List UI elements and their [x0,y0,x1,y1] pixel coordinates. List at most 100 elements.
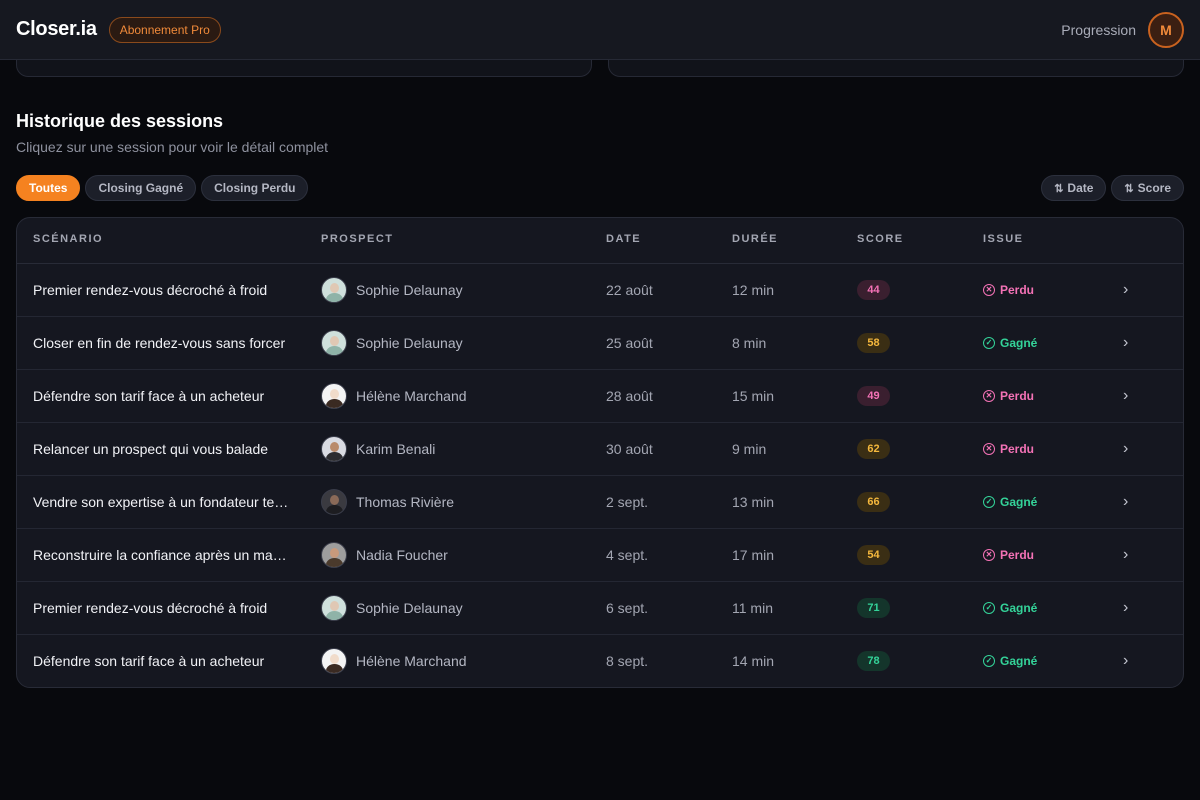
issue-cell: ✓ Gagné [983,317,1037,369]
table-row[interactable]: Closer en fin de rendez-vous sans forcer… [17,317,1183,370]
score-badge: 78 [857,651,890,671]
table-row[interactable]: Relancer un prospect qui vous balade Kar… [17,423,1183,476]
scenario-cell: Reconstruire la confiance après un ma… [33,547,287,563]
prospect-cell: Hélène Marchand [321,370,467,422]
sort-date-button[interactable]: ⇅ Date [1041,175,1107,201]
issue-cell: ✓ Gagné [983,582,1037,634]
issue-cell: ✕ Perdu [983,529,1034,581]
table-body: Premier rendez-vous décroché à froid Sop… [17,264,1183,687]
filter-chips: Toutes Closing Gagné Closing Perdu [16,175,309,201]
check-circle-icon: ✓ [983,496,995,508]
issue-badge: ✓ Gagné [983,495,1037,509]
prospect-avatar [321,436,347,462]
prospect-name: Hélène Marchand [356,388,467,404]
check-circle-icon: ✓ [983,602,995,614]
score-cell: 44 [857,264,890,316]
duration-cell: 9 min [732,441,767,457]
issue-cell: ✓ Gagné [983,476,1037,528]
chevron-right-icon[interactable]: › [1123,387,1129,404]
prospect-avatar [321,542,347,568]
prospect-avatar [321,648,347,674]
sort-score-label: Score [1137,181,1171,195]
table-row[interactable]: Vendre son expertise à un fondateur te… … [17,476,1183,529]
prospect-name: Karim Benali [356,441,436,457]
col-header-issue: ISSUE [983,233,1024,245]
score-badge: 58 [857,333,890,353]
issue-cell: ✓ Gagné [983,635,1037,687]
prospect-name: Sophie Delaunay [356,282,463,298]
issue-cell: ✕ Perdu [983,264,1034,316]
issue-label: Perdu [1000,283,1035,297]
issue-cell: ✕ Perdu [983,370,1034,422]
issue-badge: ✕ Perdu [983,389,1034,403]
x-circle-icon: ✕ [983,443,995,455]
sort-arrows-icon: ⇅ [1054,182,1064,195]
scenario-cell: Premier rendez-vous décroché à froid [33,282,268,298]
date-cell: 6 sept. [606,600,649,616]
col-header-scenario: SCÉNARIO [33,233,104,245]
issue-label: Perdu [1000,548,1035,562]
table-row[interactable]: Défendre son tarif face à un acheteur Hé… [17,370,1183,423]
prospect-name: Sophie Delaunay [356,600,463,616]
scenario-cell: Relancer un prospect qui vous balade [33,441,269,457]
table-row[interactable]: Premier rendez-vous décroché à froid Sop… [17,264,1183,317]
sort-arrows-icon: ⇅ [1124,182,1134,195]
issue-badge: ✓ Gagné [983,336,1037,350]
prospect-cell: Hélène Marchand [321,635,467,687]
chevron-right-icon[interactable]: › [1123,334,1129,351]
filter-all[interactable]: Toutes [16,175,81,201]
table-row[interactable]: Premier rendez-vous décroché à froid Sop… [17,582,1183,635]
scenario-cell: Premier rendez-vous décroché à froid [33,600,268,616]
table-row[interactable]: Défendre son tarif face à un acheteur Hé… [17,635,1183,687]
app-logo[interactable]: Closer.ia [16,18,97,40]
sort-score-button[interactable]: ⇅ Score [1111,175,1184,201]
prospect-avatar [321,330,347,356]
chevron-right-icon[interactable]: › [1123,440,1129,457]
nav-link-progression[interactable]: Progression [1061,21,1136,38]
section-title: Historique des sessions [16,111,224,131]
date-cell: 22 août [606,282,653,298]
x-circle-icon: ✕ [983,284,995,296]
duration-cell: 12 min [732,282,775,298]
top-navigation-bar: Closer.ia Abonnement Pro Progression M [0,0,1200,60]
date-cell: 8 sept. [606,653,649,669]
x-circle-icon: ✕ [983,390,995,402]
prospect-cell: Nadia Foucher [321,529,448,581]
issue-badge: ✕ Perdu [983,442,1034,456]
prospect-avatar [321,383,347,409]
filter-lost[interactable]: Closing Perdu [201,175,309,201]
scenario-cell: Vendre son expertise à un fondateur te… [33,494,289,510]
chevron-right-icon[interactable]: › [1123,652,1129,669]
date-cell: 2 sept. [606,494,649,510]
chevron-right-icon[interactable]: › [1123,546,1129,563]
topbar-right: Progression M [1061,11,1184,48]
issue-badge: ✕ Perdu [983,283,1034,297]
score-cell: 62 [857,423,890,475]
user-avatar[interactable]: M [1148,11,1184,48]
prospect-avatar [321,595,347,621]
filter-won[interactable]: Closing Gagné [85,175,197,201]
date-cell: 25 août [606,335,653,351]
issue-label: Perdu [1000,389,1035,403]
chevron-right-icon[interactable]: › [1123,281,1129,298]
duration-cell: 8 min [732,335,767,351]
duration-cell: 14 min [732,653,775,669]
sessions-table: SCÉNARIO PROSPECT DATE DURÉE SCORE ISSUE… [16,217,1184,688]
issue-label: Perdu [1000,442,1035,456]
chevron-right-icon[interactable]: › [1123,599,1129,616]
chevron-right-icon[interactable]: › [1123,493,1129,510]
check-circle-icon: ✓ [983,655,995,667]
col-header-date: DATE [606,233,642,245]
table-header: SCÉNARIO PROSPECT DATE DURÉE SCORE ISSUE [17,218,1183,264]
issue-badge: ✕ Perdu [983,548,1034,562]
prospect-cell: Sophie Delaunay [321,317,463,369]
sort-date-label: Date [1067,181,1094,195]
prospect-name: Hélène Marchand [356,653,467,669]
table-row[interactable]: Reconstruire la confiance après un ma… N… [17,529,1183,582]
score-cell: 66 [857,476,890,528]
scenario-cell: Défendre son tarif face à un acheteur [33,653,265,669]
issue-label: Gagné [1000,495,1038,509]
duration-cell: 13 min [732,494,775,510]
prospect-name: Nadia Foucher [356,547,448,563]
duration-cell: 17 min [732,547,775,563]
